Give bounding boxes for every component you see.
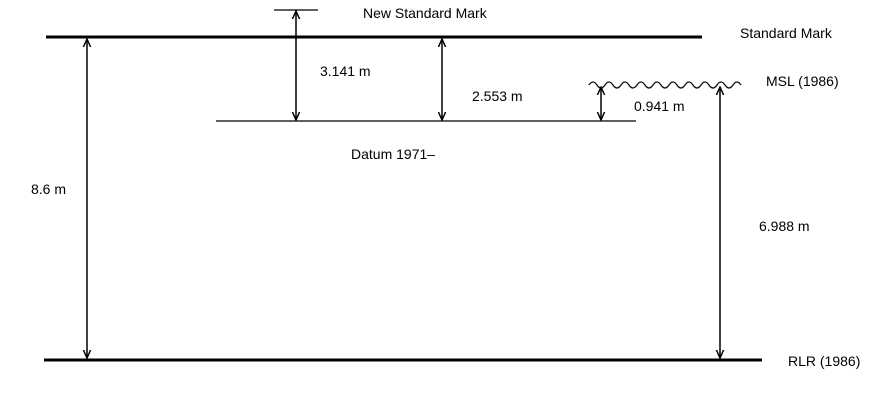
dimension-label-8-6: 8.6 m xyxy=(31,181,66,197)
rlr-label: RLR (1986) xyxy=(788,353,860,369)
dimension-label-6-988: 6.988 m xyxy=(759,218,810,234)
new-standard-mark-label: New Standard Mark xyxy=(363,5,488,21)
dimension-label-0-941: 0.941 m xyxy=(634,98,685,114)
dimension-label-3-141: 3.141 m xyxy=(320,63,371,79)
datum-label: Datum 1971– xyxy=(351,146,435,162)
msl-wave-line xyxy=(588,81,742,89)
dimension-label-2-553: 2.553 m xyxy=(472,88,523,104)
msl-label: MSL (1986) xyxy=(766,73,839,89)
standard-mark-label: Standard Mark xyxy=(740,25,833,41)
